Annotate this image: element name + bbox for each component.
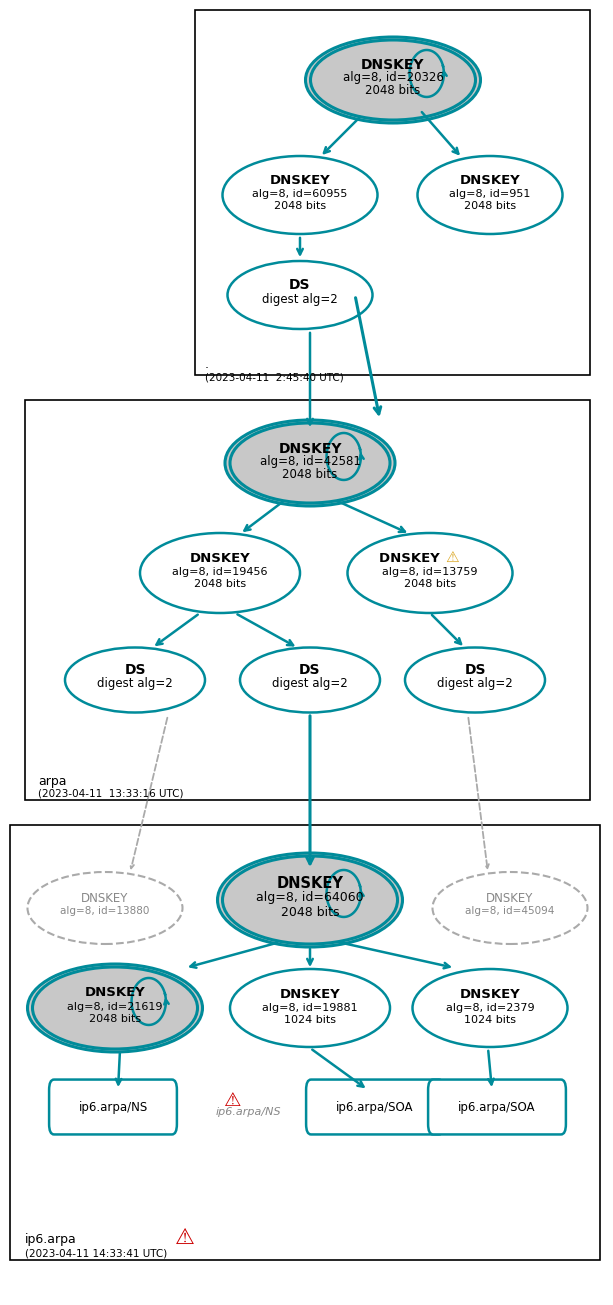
Text: DNSKEY: DNSKEY	[460, 175, 520, 188]
Text: alg=8, id=21619: alg=8, id=21619	[67, 1002, 162, 1011]
Text: DS: DS	[289, 278, 311, 292]
FancyBboxPatch shape	[49, 1079, 177, 1134]
Ellipse shape	[140, 532, 300, 613]
Text: DNSKEY: DNSKEY	[278, 442, 342, 455]
Text: alg=8, id=951: alg=8, id=951	[449, 189, 531, 198]
Text: DNSKEY: DNSKEY	[189, 552, 250, 565]
Text: (2023-04-11 14:33:41 UTC): (2023-04-11 14:33:41 UTC)	[25, 1249, 167, 1259]
Text: alg=8, id=19881: alg=8, id=19881	[262, 1004, 358, 1013]
Text: DNSKEY: DNSKEY	[85, 987, 145, 1000]
Ellipse shape	[405, 647, 545, 713]
Ellipse shape	[65, 647, 205, 713]
Text: DS: DS	[124, 663, 146, 677]
Text: (2023-04-11  13:33:16 UTC): (2023-04-11 13:33:16 UTC)	[38, 790, 183, 799]
Ellipse shape	[230, 970, 390, 1047]
Text: DS: DS	[299, 663, 321, 677]
Ellipse shape	[348, 532, 512, 613]
Text: 2048 bits: 2048 bits	[281, 906, 339, 919]
Text: alg=8, id=13880: alg=8, id=13880	[60, 906, 150, 916]
Text: ip6.arpa/NS: ip6.arpa/NS	[78, 1100, 148, 1113]
Ellipse shape	[311, 40, 476, 120]
Text: ⚠: ⚠	[445, 549, 459, 565]
Text: alg=8, id=64060: alg=8, id=64060	[256, 891, 364, 904]
Ellipse shape	[225, 420, 395, 506]
FancyBboxPatch shape	[306, 1079, 444, 1134]
Ellipse shape	[218, 853, 403, 947]
Text: alg=8, id=60955: alg=8, id=60955	[253, 189, 348, 198]
FancyBboxPatch shape	[428, 1079, 566, 1134]
Text: (2023-04-11  2:45:40 UTC): (2023-04-11 2:45:40 UTC)	[205, 372, 344, 382]
Text: digest alg=2: digest alg=2	[437, 676, 513, 689]
Ellipse shape	[413, 970, 568, 1047]
Text: 1024 bits: 1024 bits	[284, 1015, 336, 1024]
Ellipse shape	[305, 37, 481, 123]
Text: digest alg=2: digest alg=2	[262, 294, 338, 307]
Ellipse shape	[28, 964, 202, 1052]
Ellipse shape	[223, 157, 378, 234]
Text: DNSKEY: DNSKEY	[460, 988, 520, 1001]
Ellipse shape	[433, 872, 587, 944]
Text: digest alg=2: digest alg=2	[272, 676, 348, 689]
Text: ip6.arpa/SOA: ip6.arpa/SOA	[337, 1100, 414, 1113]
FancyBboxPatch shape	[25, 401, 590, 800]
Text: 2048 bits: 2048 bits	[404, 579, 456, 589]
Ellipse shape	[240, 647, 380, 713]
Text: ip6.arpa/SOA: ip6.arpa/SOA	[459, 1100, 536, 1113]
Text: DNSKEY: DNSKEY	[486, 891, 534, 904]
Text: alg=8, id=13759: alg=8, id=13759	[383, 566, 478, 577]
Text: ip6.arpa: ip6.arpa	[25, 1233, 77, 1246]
Text: DNSKEY: DNSKEY	[379, 552, 444, 565]
Text: DNSKEY: DNSKEY	[270, 175, 330, 188]
Text: 2048 bits: 2048 bits	[194, 579, 246, 589]
Text: .: .	[205, 358, 209, 371]
Text: digest alg=2: digest alg=2	[97, 676, 173, 689]
Text: DS: DS	[464, 663, 485, 677]
Text: DNSKEY: DNSKEY	[276, 877, 343, 891]
Text: 2048 bits: 2048 bits	[464, 201, 516, 211]
Ellipse shape	[227, 261, 373, 329]
Text: 2048 bits: 2048 bits	[365, 84, 421, 97]
Text: 2048 bits: 2048 bits	[283, 467, 338, 480]
Text: 2048 bits: 2048 bits	[274, 201, 326, 211]
Ellipse shape	[230, 423, 390, 502]
Text: ip6.arpa/NS: ip6.arpa/NS	[215, 1107, 281, 1117]
Text: DNSKEY: DNSKEY	[361, 57, 425, 72]
Text: alg=8, id=42581: alg=8, id=42581	[259, 455, 360, 468]
FancyBboxPatch shape	[10, 825, 600, 1261]
Text: DNSKEY: DNSKEY	[82, 891, 129, 904]
Text: alg=8, id=19456: alg=8, id=19456	[172, 566, 268, 577]
Ellipse shape	[32, 967, 197, 1049]
Text: alg=8, id=45094: alg=8, id=45094	[465, 906, 555, 916]
Text: DNSKEY: DNSKEY	[280, 988, 340, 1001]
Text: 1024 bits: 1024 bits	[464, 1015, 516, 1024]
Text: arpa: arpa	[38, 775, 66, 788]
Text: alg=8, id=2379: alg=8, id=2379	[446, 1004, 535, 1013]
Ellipse shape	[417, 157, 563, 234]
Text: alg=8, id=20326: alg=8, id=20326	[343, 72, 443, 85]
Text: ⚠: ⚠	[175, 1228, 195, 1248]
Ellipse shape	[28, 872, 183, 944]
FancyBboxPatch shape	[195, 10, 590, 375]
Ellipse shape	[223, 856, 397, 944]
Text: 2048 bits: 2048 bits	[89, 1014, 141, 1024]
Text: ⚠: ⚠	[224, 1091, 242, 1109]
